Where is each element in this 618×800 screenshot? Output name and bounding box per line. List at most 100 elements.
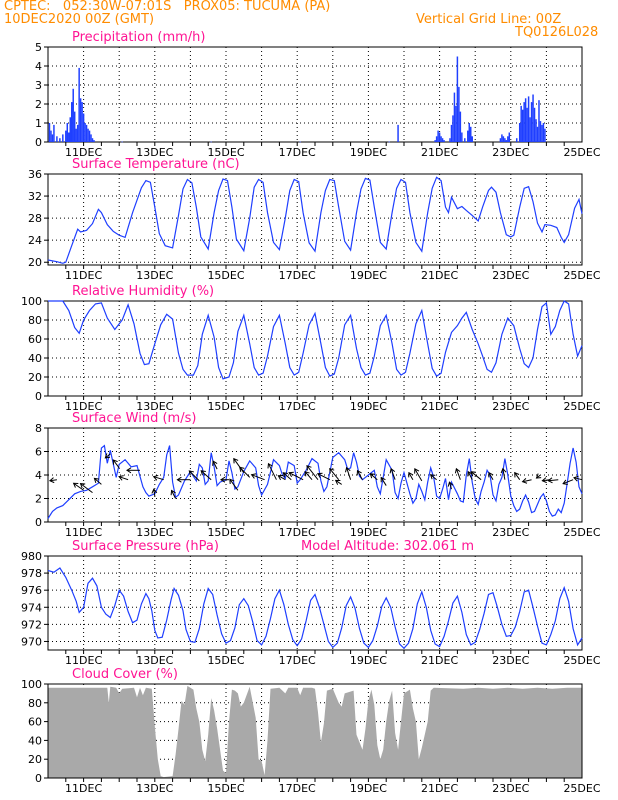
temperature-xtick-label: 11DEC (65, 269, 102, 282)
wind-arrow-head (345, 466, 351, 473)
cloud-xtick-label: 15DEC (207, 782, 244, 795)
wind-arrow-head (535, 473, 542, 479)
precip-xtick-label: 25DEC (563, 146, 600, 159)
wind-arrow-shaft (542, 479, 550, 482)
precip-bar (455, 105, 457, 142)
wind-arrow-shaft (73, 482, 84, 491)
precip-bar (81, 102, 83, 142)
cloud-ytick-label: 40 (28, 734, 42, 747)
precip-bar (520, 105, 522, 142)
wind-arrow-shaft (251, 474, 265, 481)
wind-title: Surface Wind (m/s) (72, 411, 196, 426)
precip-bar (437, 130, 439, 142)
precip-bar (73, 111, 76, 142)
temperature-xtick-label: 17DEC (279, 269, 316, 282)
wind-arrow-shaft (357, 470, 363, 480)
cloud-ytick-label: 60 (28, 716, 42, 729)
wind-arrow-shaft (573, 477, 583, 481)
precip-bar (90, 134, 92, 142)
humidity-ytick-label: 60 (28, 333, 42, 346)
precip-bar (541, 124, 543, 142)
wind-arrow-head (356, 469, 362, 476)
wind-arrow-shaft (278, 475, 286, 481)
precip-bar (523, 102, 525, 142)
wind-arrow-head (282, 472, 289, 478)
precip-bar (87, 128, 89, 142)
wind-arrow-shaft (455, 468, 461, 480)
precip-bar (59, 138, 61, 142)
humidity-title: Relative Humidity (%) (72, 284, 214, 299)
precip-ytick-label: 5 (35, 41, 42, 54)
wind-arrow-head (447, 481, 454, 487)
humidity-xtick-label: 15DEC (207, 400, 244, 413)
temperature-ytick-label: 24 (28, 234, 42, 247)
wind-arrow-shaft (267, 463, 277, 480)
wind-arrow-head (118, 475, 124, 481)
precip-ytick-label: 1 (35, 117, 42, 130)
precip-bar (544, 128, 546, 142)
wind-arrow-shaft (514, 472, 521, 480)
wind-arrow-head (329, 467, 335, 474)
humidity-series-line (48, 300, 583, 380)
precip-bar (91, 138, 94, 142)
temperature-xtick-label: 23DEC (492, 269, 529, 282)
precip-bar (72, 88, 74, 142)
wind-arrow-shaft (306, 465, 319, 481)
precip-bar (529, 117, 531, 142)
temperature-series-line (47, 176, 583, 264)
precip-bar (449, 138, 451, 142)
wind-xtick-label: 21DEC (421, 526, 458, 539)
pressure-xtick-label: 25DEC (563, 654, 600, 667)
wind-arrow-shaft (380, 477, 387, 486)
pressure-title: Surface Pressure (hPa) (72, 539, 219, 554)
wind-arrow-head (470, 471, 476, 477)
wind-arrow-head (454, 467, 461, 474)
precip-bar (85, 124, 88, 142)
precip-bar (458, 86, 460, 142)
wind-xtick-label: 13DEC (136, 526, 173, 539)
humidity-ytick-label: 80 (28, 314, 42, 327)
pressure-frame (47, 555, 583, 651)
wind-arrow-shaft (200, 470, 212, 481)
wind-arrow-head (267, 462, 273, 469)
precip-bar (508, 132, 511, 142)
precip-xtick-label: 19DEC (350, 146, 387, 159)
precip-bar (397, 124, 399, 142)
precip-bar (121, 141, 123, 143)
precip-xtick-label: 11DEC (65, 146, 102, 159)
humidity-xtick-label: 25DEC (563, 400, 600, 413)
wind-arrow-head (429, 474, 436, 480)
precip-frame (47, 46, 583, 143)
precip-bar (507, 136, 509, 142)
humidity-ytick-label: 0 (35, 390, 42, 403)
cloud-frame-overlay (47, 683, 583, 779)
precip-bar (532, 94, 534, 142)
precip-bar (88, 130, 91, 142)
precip-title: Precipitation (mm/h) (72, 30, 205, 45)
precip-xtick-label: 23DEC (492, 146, 529, 159)
precip-bar (51, 134, 54, 142)
wind-arrow-head (152, 474, 159, 481)
wind-arrow-shaft (317, 473, 331, 481)
precip-bar (440, 136, 442, 142)
cloud-xtick-label: 13DEC (136, 782, 173, 795)
wind-arrow-head (500, 467, 507, 474)
wind-arrow-shaft (239, 466, 251, 478)
wind-arrow-shaft (390, 468, 396, 480)
wind-arrow-head (151, 488, 158, 494)
wind-xtick-label: 23DEC (492, 526, 529, 539)
wind-arrow-head (369, 473, 376, 479)
wind-arrow-shaft (188, 470, 200, 482)
precip-bar (470, 126, 472, 142)
wind-arrow-head (112, 459, 118, 465)
precip-bar (438, 132, 441, 142)
precip-bar (502, 136, 505, 142)
header-line2-left: 10DEC2020 00Z (GMT) (4, 12, 155, 27)
wind-xtick-label: 15DEC (207, 526, 244, 539)
temperature-ytick-label: 36 (28, 168, 42, 181)
precip-bar (539, 121, 542, 142)
wind-arrow-shaft (112, 459, 120, 469)
precip-bar (505, 140, 508, 142)
pressure-xtick-label: 23DEC (492, 654, 529, 667)
precip-bar (210, 141, 212, 143)
